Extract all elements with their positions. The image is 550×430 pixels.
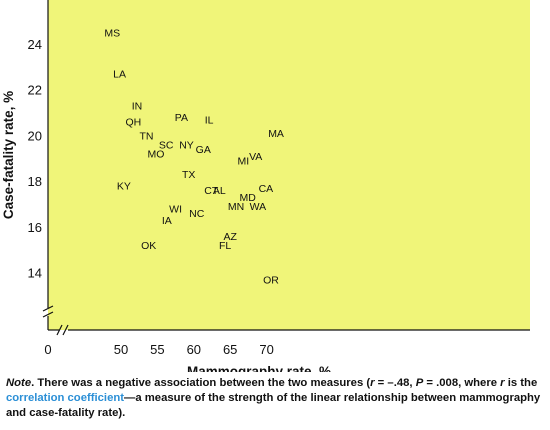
x-axis-title: Mammography rate, % [187, 364, 331, 372]
data-point-va: VA [249, 151, 262, 163]
tick-labels: 0 50 55 60 65 70 14 16 18 20 22 24 [28, 37, 274, 357]
x-tick-label: 70 [259, 342, 273, 357]
p-symbol: P [415, 377, 424, 389]
x-tick-label: 65 [223, 342, 237, 357]
x-tick-label: 50 [114, 342, 128, 357]
r-symbol: r [500, 377, 505, 389]
data-point-fl: FL [219, 240, 231, 252]
y-tick-label: 22 [28, 83, 42, 98]
figure-note: Note. There was a negative association b… [6, 376, 546, 421]
data-point-ms: MS [104, 28, 120, 40]
data-point-ny: NY [179, 140, 194, 152]
data-point-in: IN [132, 101, 143, 113]
data-point-ca: CA [259, 183, 274, 195]
data-point-ok: OK [141, 240, 156, 252]
data-point-wi: WI [169, 204, 182, 216]
data-point-la: LA [113, 69, 126, 81]
data-point-nc: NC [189, 208, 205, 220]
x-axis-break-mark [56, 324, 63, 336]
note-text: . There was a negative association betwe… [31, 377, 371, 389]
note-text: = –.48, [374, 377, 416, 389]
axes [42, 0, 530, 336]
y-tick-label: 14 [28, 266, 42, 281]
data-point-or: OR [263, 274, 279, 286]
x-axis-break-mark [62, 324, 69, 336]
data-point-ky: KY [117, 181, 131, 193]
data-point-mi: MI [237, 156, 249, 168]
data-point-tn: TN [139, 130, 153, 142]
data-point-mn: MN [228, 201, 244, 213]
y-axis-title: Case-fatality rate, % [1, 91, 16, 219]
data-point-mo: MO [147, 149, 164, 161]
y-axis-break-mark [42, 311, 54, 318]
y-tick-label: 16 [28, 220, 42, 235]
r-symbol: r [370, 377, 375, 389]
data-point-ga: GA [196, 144, 211, 156]
data-point-al: AL [213, 185, 226, 197]
y-tick-label: 20 [28, 128, 42, 143]
data-point-ma: MA [268, 128, 284, 140]
data-point-az: AZ [223, 231, 237, 243]
note-text: = .008, where [423, 377, 501, 389]
y-axis-break-mark [42, 305, 54, 312]
data-point-tx: TX [182, 169, 195, 181]
x-tick-label: 60 [187, 342, 201, 357]
y-tick-label: 18 [28, 174, 42, 189]
y-tick-label: 24 [28, 37, 42, 52]
data-point-qh: QH [126, 117, 142, 129]
data-point-il: IL [205, 114, 214, 126]
data-point-md: MD [240, 192, 257, 204]
data-point-wa: WA [250, 201, 267, 213]
note-text: is the [504, 377, 538, 389]
data-point-pa: PA [175, 112, 188, 124]
correlation-coefficient-link[interactable]: correlation coefficient [6, 392, 125, 404]
x-tick-label: 55 [150, 342, 164, 357]
plot-area [48, 0, 530, 330]
note-label: Note [6, 377, 32, 389]
note-text: —a measure of the strength of the linear… [6, 392, 541, 419]
x-tick-label: 0 [44, 342, 51, 357]
data-point-ia: IA [162, 215, 172, 227]
data-point-sc: SC [159, 140, 174, 152]
data-point-ct: CT [204, 185, 219, 197]
